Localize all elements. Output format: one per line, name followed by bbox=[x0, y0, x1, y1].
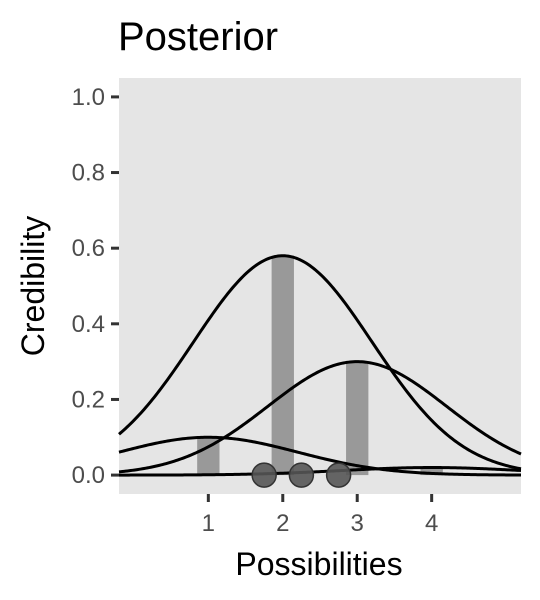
bars-group bbox=[197, 255, 443, 476]
x-tick-label-2: 3 bbox=[351, 510, 364, 537]
y-tick-label-0: 0.0 bbox=[72, 462, 105, 489]
y-axis: 0.0 0.2 0.4 0.6 0.8 1.0 bbox=[72, 84, 119, 489]
data-point-2 bbox=[288, 462, 315, 488]
bar-2 bbox=[271, 255, 294, 476]
plot-panel bbox=[119, 78, 521, 494]
points-group bbox=[251, 462, 352, 488]
x-tick-label-3: 4 bbox=[425, 510, 438, 537]
y-tick-label-3: 0.6 bbox=[72, 235, 105, 262]
curve-1 bbox=[118, 435, 522, 477]
bar-1 bbox=[197, 437, 220, 476]
y-axis-title: Credibility bbox=[15, 216, 51, 356]
curves-group bbox=[118, 254, 522, 477]
x-tick-label-0: 1 bbox=[202, 510, 215, 537]
bar-4 bbox=[420, 467, 443, 476]
data-point-3 bbox=[325, 462, 352, 488]
y-tick-label-2: 0.4 bbox=[72, 311, 105, 338]
x-axis: 1 2 3 4 bbox=[202, 494, 438, 537]
curve-2 bbox=[118, 254, 522, 471]
y-tick-label-1: 0.2 bbox=[72, 386, 105, 413]
y-tick-label-4: 0.8 bbox=[72, 160, 105, 187]
curve-3 bbox=[118, 360, 522, 474]
x-tick-label-1: 2 bbox=[276, 510, 289, 537]
data-point-1 bbox=[251, 462, 277, 488]
curve-4 bbox=[119, 466, 522, 477]
y-tick-label-5: 1.0 bbox=[72, 84, 105, 111]
bar-3 bbox=[346, 361, 369, 476]
chart-title: Posterior bbox=[118, 15, 278, 59]
x-axis-title: Possibilities bbox=[235, 546, 402, 582]
